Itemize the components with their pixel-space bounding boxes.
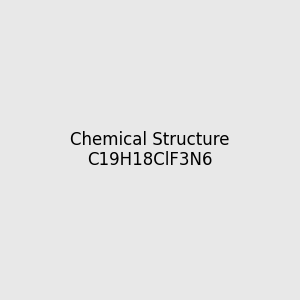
Text: Chemical Structure
C19H18ClF3N6: Chemical Structure C19H18ClF3N6 — [70, 130, 230, 170]
